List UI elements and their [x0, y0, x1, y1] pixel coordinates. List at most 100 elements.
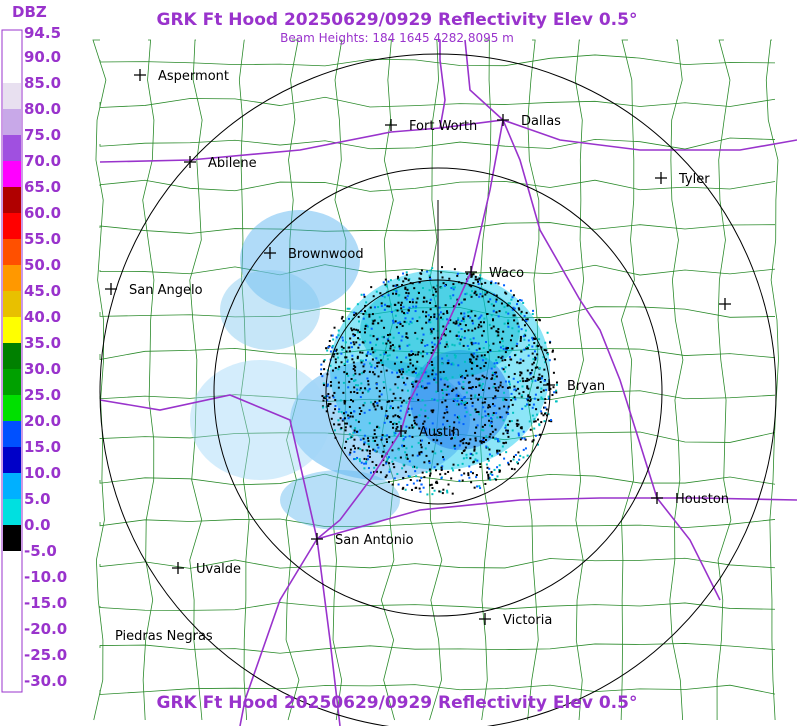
- echo-pixel: [524, 319, 527, 322]
- echo-pixel: [454, 356, 457, 359]
- echo-pixel: [414, 422, 417, 425]
- echo-pixel: [417, 441, 420, 444]
- county-line: [620, 39, 635, 721]
- echo-pixel: [367, 380, 370, 383]
- echo-pixel: [452, 363, 455, 366]
- echo-pixel: [507, 325, 510, 328]
- echo-pixel: [518, 308, 521, 311]
- echo-pixel: [418, 427, 421, 430]
- echo-pixel: [368, 370, 371, 373]
- echo-pixel: [334, 404, 337, 407]
- echo-pixel: [405, 356, 408, 359]
- echo-pixel: [441, 318, 444, 321]
- echo-pixel: [416, 360, 419, 363]
- echo-pixel: [520, 299, 523, 302]
- echo-pixel: [398, 416, 401, 419]
- echo-pixel: [424, 404, 427, 407]
- echo-pixel: [469, 360, 472, 363]
- echo-pixel: [412, 370, 415, 373]
- echo-pixel: [527, 354, 530, 357]
- echo-pixel: [503, 306, 506, 309]
- echo-pixel: [529, 428, 532, 431]
- echo-pixel: [425, 311, 428, 314]
- echo-pixel: [428, 382, 431, 385]
- legend-label: 45.0: [24, 282, 61, 300]
- echo-pixel: [418, 487, 421, 490]
- echo-pixel: [495, 294, 498, 297]
- echo-pixel: [475, 292, 478, 295]
- city-marker: [385, 119, 397, 131]
- echo-pixel: [545, 388, 548, 391]
- echo-pixel: [384, 476, 387, 479]
- echo-pixel: [550, 420, 553, 423]
- echo-pixel: [452, 321, 455, 324]
- echo-pixel: [446, 311, 449, 314]
- echo-pixel: [354, 372, 357, 375]
- echo-pixel: [506, 432, 509, 435]
- echo-pixel: [358, 407, 361, 410]
- echo-pixel: [452, 305, 455, 308]
- echo-pixel: [531, 352, 534, 355]
- echo-pixel: [359, 359, 362, 362]
- echo-pixel: [420, 450, 423, 453]
- echo-pixel: [395, 289, 398, 292]
- legend-swatch: [3, 655, 21, 681]
- echo-pixel: [359, 351, 362, 354]
- echo-pixel: [339, 399, 342, 402]
- echo-pixel: [405, 447, 408, 450]
- echo-pixel: [533, 397, 536, 400]
- echo-pixel: [529, 372, 532, 375]
- echo-pixel: [413, 416, 416, 419]
- echo-pixel: [389, 333, 392, 336]
- echo-pixel: [534, 379, 537, 382]
- echo-pixel: [517, 432, 520, 435]
- echo-pixel: [433, 313, 436, 316]
- echo-pixel: [473, 418, 476, 421]
- echo-pixel: [398, 345, 401, 348]
- echo-pixel: [533, 350, 536, 353]
- echo-pixel: [325, 347, 328, 350]
- echo-pixel: [521, 394, 524, 397]
- echo-pixel: [342, 418, 345, 421]
- city-label: Dallas: [521, 114, 561, 129]
- echo-pixel: [492, 319, 495, 322]
- echo-pixel: [495, 298, 498, 301]
- echo-pixel: [464, 415, 467, 418]
- echo-pixel: [536, 344, 539, 347]
- echo-pixel: [371, 460, 374, 463]
- echo-pixel: [394, 457, 397, 460]
- county-line: [99, 96, 776, 108]
- county-line: [99, 557, 776, 569]
- echo-pixel: [470, 341, 473, 344]
- echo-pixel: [411, 380, 414, 383]
- echo-pixel: [495, 330, 498, 333]
- echo-pixel: [401, 444, 404, 447]
- echo-pixel: [429, 316, 432, 319]
- echo-pixel: [523, 324, 526, 327]
- echo-pixel: [503, 284, 506, 287]
- echo-pixel: [536, 366, 539, 369]
- echo-pixel: [417, 398, 420, 401]
- echo-pixel: [540, 377, 543, 380]
- echo-pixel: [540, 387, 543, 390]
- echo-pixel: [385, 474, 388, 477]
- echo-pixel: [405, 425, 408, 428]
- echo-pixel: [540, 390, 543, 393]
- echo-pixel: [395, 292, 398, 295]
- echo-pixel: [371, 358, 374, 361]
- echo-pixel: [414, 331, 417, 334]
- echo-pixel: [375, 383, 378, 386]
- echo-pixel: [441, 389, 444, 392]
- echo-pixel: [519, 454, 522, 457]
- echo-pixel: [335, 336, 338, 339]
- echo-pixel: [322, 360, 325, 363]
- echo-pixel: [348, 453, 351, 456]
- echo-pixel: [401, 310, 404, 313]
- legend-label: 40.0: [24, 308, 61, 326]
- echo-pixel: [356, 388, 359, 391]
- echo-pixel: [422, 422, 425, 425]
- echo-pixel: [388, 305, 391, 308]
- echo-pixel: [431, 369, 434, 372]
- echo-pixel: [491, 454, 494, 457]
- echo-pixel: [426, 352, 429, 355]
